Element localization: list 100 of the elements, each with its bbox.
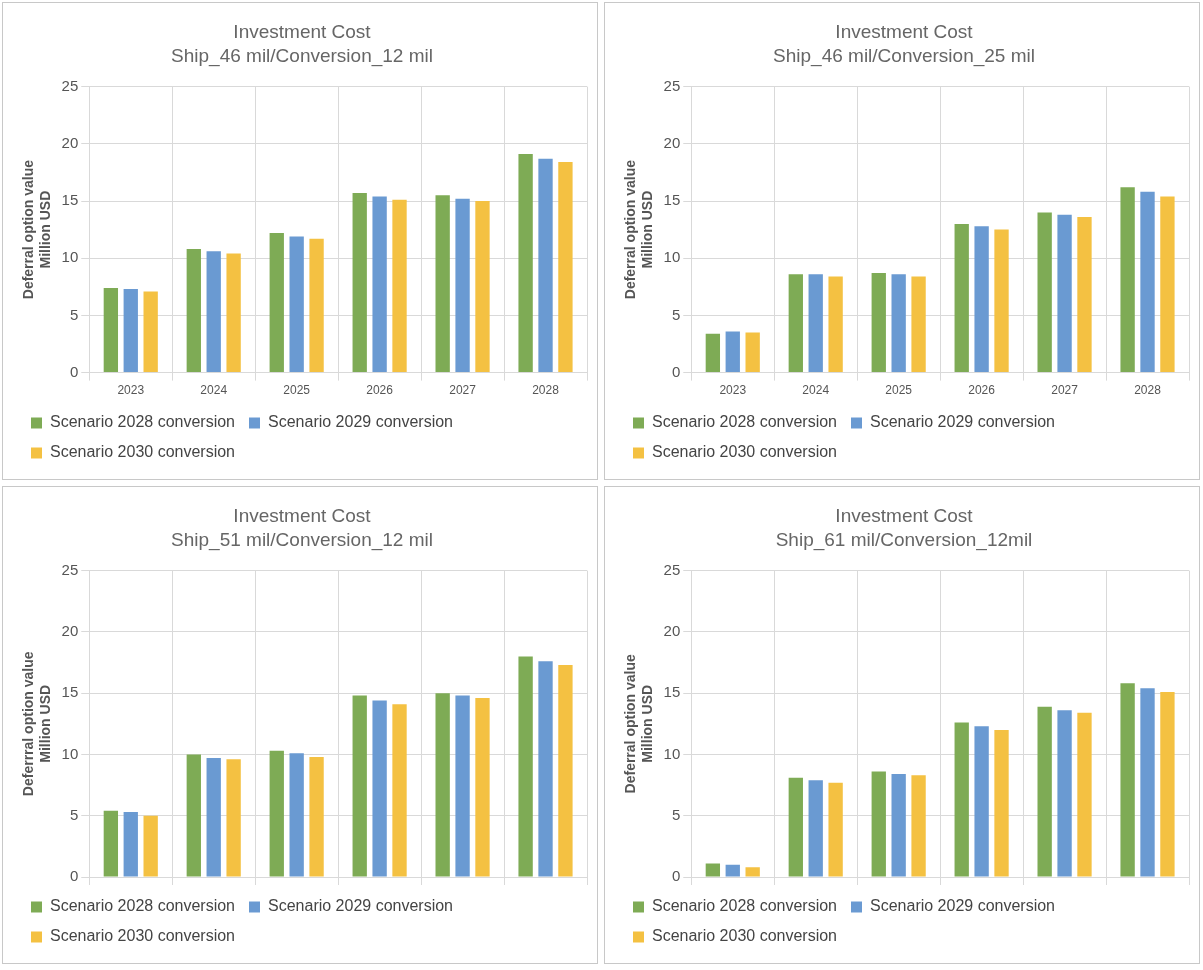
bar: [705, 333, 721, 373]
bar: [1140, 688, 1155, 877]
bar: [808, 780, 823, 877]
bar: [309, 756, 324, 877]
bar: [269, 233, 284, 373]
y-tick-label: 5: [671, 805, 681, 823]
bar: [1160, 691, 1175, 877]
x-tick-label: 2023: [719, 383, 747, 398]
bar: [352, 695, 367, 877]
y-tick-label: 20: [663, 133, 681, 151]
x-tick-label: 2024: [200, 383, 228, 398]
bar: [103, 810, 119, 877]
bar: [828, 276, 843, 373]
bar: [994, 229, 1009, 373]
y-tick-label: 20: [61, 622, 79, 640]
legend-label: Scenario 2028 conversion: [50, 413, 236, 431]
bar: [143, 815, 158, 877]
bar: [828, 782, 843, 877]
bar: [392, 704, 407, 877]
bar: [558, 162, 573, 373]
bar: [455, 695, 470, 877]
bar: [954, 223, 969, 373]
legend-label: Scenario 2030 conversion: [652, 927, 838, 945]
x-tick-label: 2023: [117, 383, 145, 398]
bar: [143, 291, 158, 373]
bar: [788, 274, 803, 373]
bar: [911, 775, 926, 877]
bar: [289, 236, 304, 373]
bar: [206, 758, 221, 877]
y-tick-label: 15: [663, 191, 681, 209]
bar: [1057, 214, 1072, 373]
y-tick-label: 25: [663, 560, 681, 578]
bar: [186, 249, 201, 373]
y-axis-title: Deferrral option value Million USD: [20, 651, 54, 797]
bar: [372, 196, 387, 373]
bar: [891, 274, 906, 373]
bar: [435, 195, 450, 373]
chart-title: Investment Cost: [835, 504, 974, 526]
y-tick-label: 0: [671, 362, 681, 380]
bar: [891, 774, 906, 877]
bar: [352, 192, 367, 373]
legend-label: Scenario 2030 conversion: [50, 927, 236, 945]
chart-subtitle: Ship_51 mil/Conversion_12 mil: [171, 529, 433, 552]
y-axis-title: Deferral option value Million USD: [622, 653, 656, 794]
x-tick-label: 2025: [885, 383, 913, 398]
y-tick-label: 25: [61, 560, 79, 578]
bar: [226, 759, 241, 877]
bar: [289, 753, 304, 877]
bar: [435, 693, 450, 877]
x-tick-label: 2028: [532, 383, 560, 398]
y-tick-label: 5: [671, 305, 681, 323]
bar: [1077, 712, 1092, 877]
bar: [226, 253, 241, 373]
bar: [475, 201, 490, 373]
bar: [1160, 196, 1175, 373]
legend-label: Scenario 2029 conversion: [268, 413, 454, 431]
y-tick-label: 20: [61, 133, 79, 151]
bar: [558, 664, 573, 877]
bar: [808, 274, 823, 373]
legend-label: Scenario 2030 conversion: [50, 443, 236, 461]
bar: [206, 251, 221, 373]
y-tick-label: 25: [663, 76, 681, 94]
y-axis-title: Deferral option value Million USD: [20, 159, 54, 300]
y-tick-label: 20: [663, 622, 681, 640]
legend-label: Scenario 2028 conversion: [50, 897, 236, 915]
chart-subtitle: Ship_61 mil/Conversion_12mil: [775, 529, 1033, 552]
bar: [186, 754, 201, 877]
bar: [1077, 217, 1092, 373]
y-tick-label: 10: [61, 744, 79, 762]
bar: [372, 700, 387, 877]
chart-subtitle: Ship_46 mil/Conversion_12 mil: [171, 45, 433, 68]
x-tick-label: 2026: [366, 383, 394, 398]
bar: [974, 226, 989, 373]
legend-label: Scenario 2029 conversion: [870, 897, 1056, 915]
bar: [788, 777, 803, 877]
bar: [538, 158, 553, 373]
chart-title: Investment Cost: [233, 504, 372, 526]
bar: [475, 698, 490, 877]
bar: [518, 154, 533, 373]
y-tick-label: 25: [61, 76, 79, 94]
legend-label: Scenario 2030 conversion: [652, 443, 838, 461]
bar: [309, 238, 324, 373]
bar: [705, 863, 721, 877]
bar: [725, 864, 740, 877]
bar: [1120, 187, 1135, 373]
y-tick-label: 5: [69, 305, 79, 323]
bar: [954, 722, 969, 877]
bar: [538, 661, 553, 877]
bar: [123, 289, 138, 373]
chart-title: Investment Cost: [835, 20, 974, 42]
bar: [1057, 710, 1072, 877]
bar: [725, 331, 740, 373]
y-tick-label: 10: [663, 248, 681, 266]
y-tick-label: 0: [69, 867, 79, 885]
bar: [455, 198, 470, 373]
bar: [1140, 191, 1155, 373]
bar: [745, 867, 760, 877]
y-tick-label: 15: [663, 683, 681, 701]
bar: [269, 750, 284, 877]
y-tick-label: 0: [671, 867, 681, 885]
